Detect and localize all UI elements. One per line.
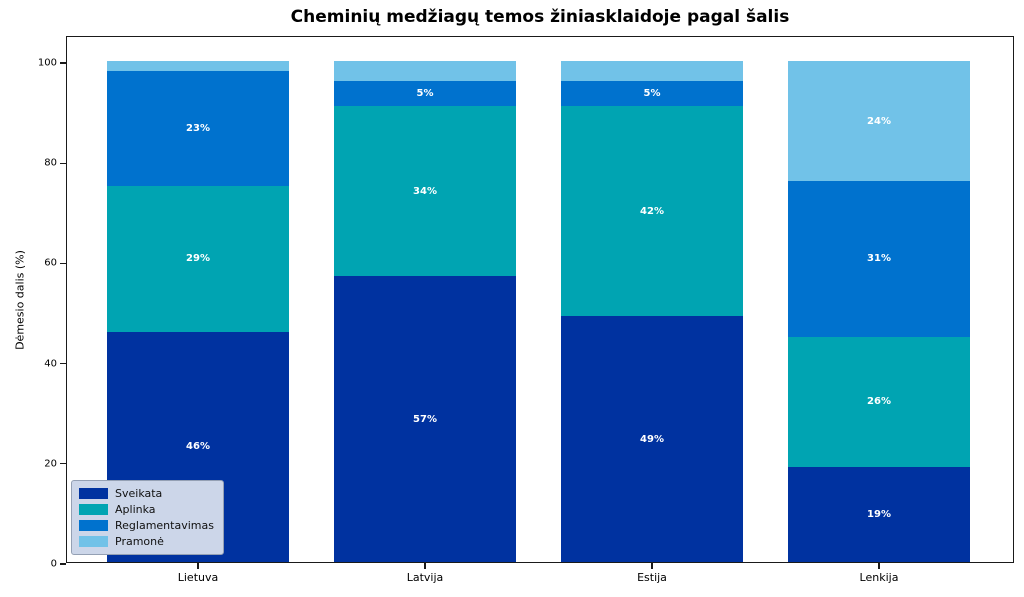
x-tick-mark	[424, 563, 426, 569]
bar-segment-reglamentavimas: 23%	[107, 71, 289, 187]
bar-segment-pramonė	[561, 61, 743, 82]
y-tick-label: 60	[44, 257, 57, 269]
bar-estija: 5% 42% 49%	[561, 61, 743, 562]
bar-segment-label: 5%	[416, 88, 434, 100]
y-tick-mark	[60, 563, 66, 565]
legend-swatch	[79, 536, 108, 547]
y-tick-mark	[60, 162, 66, 164]
bar-segment-sveikata: 19%	[788, 466, 970, 562]
bar-segment-aplinka: 42%	[561, 106, 743, 317]
bar-lenkija: 24% 31% 26% 19%	[788, 61, 970, 562]
legend-label: Sveikata	[115, 487, 163, 500]
bar-segment-aplinka: 26%	[788, 336, 970, 467]
x-tick-label-estija: Estija	[637, 571, 667, 584]
bar-segment-aplinka: 29%	[107, 186, 289, 332]
bar-segment-aplinka: 34%	[334, 106, 516, 277]
bar-segment-sveikata: 57%	[334, 276, 516, 562]
bar-segment-sveikata: 49%	[561, 316, 743, 562]
y-tick-label: 0	[50, 558, 57, 570]
y-tick-label: 20	[44, 458, 57, 470]
y-tick-mark	[60, 463, 66, 465]
bar-segment-label: 57%	[413, 413, 437, 425]
bar-segment-label: 31%	[867, 253, 891, 265]
bar-segment-label: 34%	[413, 185, 437, 197]
legend-label: Aplinka	[115, 503, 156, 516]
legend-item-sveikata: Sveikata	[79, 487, 214, 500]
bar-segment-label: 24%	[867, 115, 891, 127]
y-tick-label: 80	[44, 157, 57, 169]
bar-segment-reglamentavimas: 31%	[788, 181, 970, 337]
bar-segment-reglamentavimas: 5%	[334, 81, 516, 107]
legend-swatch	[79, 520, 108, 531]
chart-title: Cheminių medžiagų temos žiniasklaidoje p…	[290, 7, 790, 27]
bar-segment-label: 42%	[640, 205, 664, 217]
bar-segment-label: 23%	[186, 123, 210, 135]
bar-latvija: 5% 34% 57%	[334, 61, 516, 562]
y-tick-mark	[60, 62, 66, 64]
bar-segment-pramonė: 24%	[788, 61, 970, 182]
plot-area: 0 20 40 60 80 100 23% 29% 46% Lietuva 5% 34% 57% Latv…	[38, 36, 1014, 584]
bar-segment-label: 46%	[186, 441, 210, 453]
legend-label: Pramonė	[115, 535, 164, 548]
y-tick-label: 40	[44, 358, 57, 370]
legend: Sveikata Aplinka Reglamentavimas Pramonė	[71, 480, 224, 555]
x-tick-label-lietuva: Lietuva	[177, 571, 219, 584]
bar-segment-label: 5%	[643, 88, 661, 100]
bar-segment-reglamentavimas: 5%	[561, 81, 743, 107]
x-tick-mark	[878, 563, 880, 569]
x-tick-mark	[197, 563, 199, 569]
y-tick-mark	[60, 363, 66, 365]
legend-label: Reglamentavimas	[115, 519, 214, 532]
y-axis-label: Dėmesio dalis (%)	[13, 250, 27, 350]
legend-item-reglamentavimas: Reglamentavimas	[79, 519, 214, 532]
x-tick-mark	[651, 563, 653, 569]
legend-swatch	[79, 504, 108, 515]
legend-swatch	[79, 488, 108, 499]
bar-segment-label: 29%	[186, 253, 210, 265]
bar-segment-label: 19%	[867, 508, 891, 520]
x-tick-label-latvija: Latvija	[406, 571, 444, 584]
bar-segment-pramonė	[107, 61, 289, 72]
y-tick-mark	[60, 262, 66, 264]
bar-segment-pramonė	[334, 61, 516, 82]
x-tick-label-lenkija: Lenkija	[859, 571, 899, 584]
legend-item-pramonė: Pramonė	[79, 535, 214, 548]
y-tick-label: 100	[37, 57, 57, 69]
bar-segment-label: 49%	[640, 433, 664, 445]
legend-item-aplinka: Aplinka	[79, 503, 214, 516]
bar-segment-label: 26%	[867, 396, 891, 408]
